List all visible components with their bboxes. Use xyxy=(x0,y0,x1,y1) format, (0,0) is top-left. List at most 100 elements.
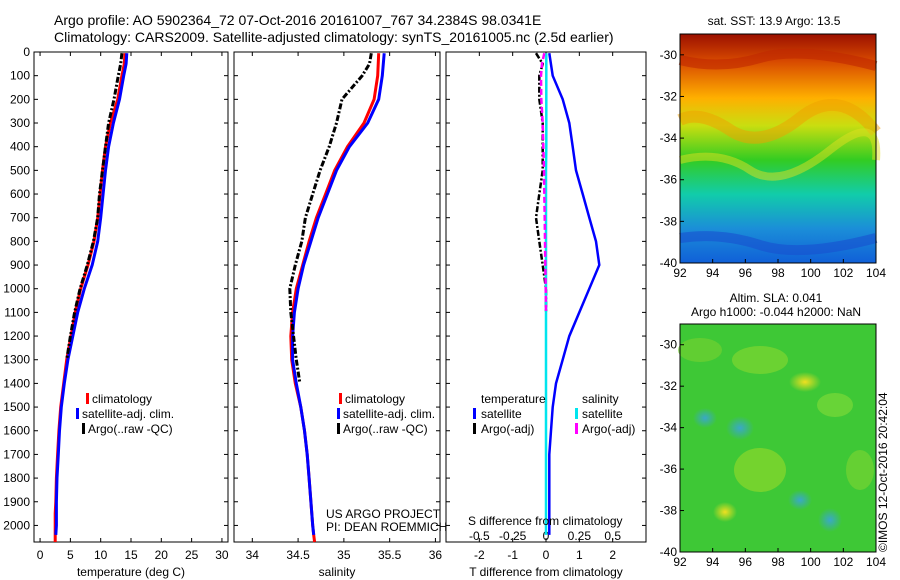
sla-feature xyxy=(713,502,737,522)
depth-tick-label: 900 xyxy=(10,258,30,272)
sla-feature xyxy=(726,416,754,440)
legend-label-argo: Argo(..raw -QC) xyxy=(343,422,428,436)
difference-s-tick-label: 0.25 xyxy=(568,529,592,543)
sla-lon-label: 104 xyxy=(866,555,886,569)
salinity-xtick-label: 35 xyxy=(337,548,351,562)
legend-label-climatology: climatology xyxy=(345,392,405,406)
sst-lat-label: -32 xyxy=(660,89,678,103)
depth-tick-label: 500 xyxy=(10,163,30,177)
legend-swatch-t-satellite xyxy=(473,408,476,419)
sla-feature xyxy=(693,408,717,428)
depth-tick-label: 800 xyxy=(10,234,30,248)
depth-tick-label: 1800 xyxy=(3,471,30,485)
salinity-xlabel: salinity xyxy=(319,565,356,579)
difference-series-temperature-argo-adj- xyxy=(534,52,548,313)
temperature-legend: climatology satellite-adj. clim. Argo(..… xyxy=(76,392,174,436)
temperature-xtick-label: 25 xyxy=(185,548,199,562)
sla-lon-label: 100 xyxy=(801,555,821,569)
sla-lon-label: 102 xyxy=(833,555,853,569)
legend-swatch-argo xyxy=(82,423,85,434)
sla-lon-label: 98 xyxy=(771,555,785,569)
sla-feature xyxy=(818,508,842,532)
difference-s-tick-label: -0.5 xyxy=(469,529,490,543)
sla-lon-label: 94 xyxy=(706,555,720,569)
depth-tick-label: 1700 xyxy=(3,447,30,461)
project-note: US ARGO PROJECT xyxy=(326,507,441,521)
depth-tick-label: 1200 xyxy=(3,329,30,343)
sst-lat-label: -30 xyxy=(660,48,678,62)
difference-s-tick-label: 0.5 xyxy=(604,529,621,543)
difference-series-salinity-argo-adj- xyxy=(539,52,548,313)
sst-lat-label: -34 xyxy=(660,131,678,145)
sla-map-title-2: Argo h1000: -0.044 h2000: NaN xyxy=(691,305,861,319)
sla-lat-label: -36 xyxy=(660,462,678,476)
legend-swatch-climatology xyxy=(339,393,342,404)
sst-lon-label: 104 xyxy=(866,266,886,280)
temperature-series-argo-raw-qc- xyxy=(65,53,124,360)
legend-swatch-climatology xyxy=(86,393,89,404)
depth-tick-label: 1500 xyxy=(3,400,30,414)
sla-feature xyxy=(817,393,853,417)
difference-xtick-label: -1 xyxy=(507,548,518,562)
salinity-panel-frame xyxy=(233,51,441,543)
s-difference-label: S difference from climatology xyxy=(468,514,623,528)
legend-title-temperature: temperature xyxy=(481,392,546,406)
temperature-series-satellite-adj-clim- xyxy=(54,53,129,535)
difference-xlabel: T difference from climatology xyxy=(469,565,623,579)
depth-tick-label: 1300 xyxy=(3,353,30,367)
temperature-xtick-label: 15 xyxy=(124,548,138,562)
sst-map-title: sat. SST: 13.9 Argo: 13.5 xyxy=(708,14,841,28)
temperature-panel-frame xyxy=(33,51,229,543)
salinity-xtick-label: 36 xyxy=(429,548,443,562)
depth-tick-label: 600 xyxy=(10,187,30,201)
sla-feature xyxy=(788,490,812,510)
salinity-legend: climatology satellite-adj. clim. Argo(..… xyxy=(326,392,447,534)
difference-xtick-label: 2 xyxy=(609,548,616,562)
sla-lon-label: 96 xyxy=(739,555,753,569)
sla-map xyxy=(678,323,877,553)
salinity-xtick-label: 34.5 xyxy=(286,548,310,562)
sla-lat-label: -34 xyxy=(660,421,678,435)
legend-swatch-t-argo xyxy=(473,423,476,434)
salinity-xtick-label: 35.5 xyxy=(378,548,402,562)
header-line-2: Climatology: CARS2009. Satellite-adjuste… xyxy=(54,29,614,45)
sla-lat-label: -40 xyxy=(660,545,678,559)
legend-label-t-satellite: satellite xyxy=(481,407,522,421)
temperature-xtick-label: 20 xyxy=(155,548,169,562)
pi-note: PI: DEAN ROEMMICH xyxy=(326,520,447,534)
temperature-xtick-label: 5 xyxy=(67,548,74,562)
sst-lat-label: -36 xyxy=(660,173,678,187)
temperature-xtick-label: 10 xyxy=(94,548,108,562)
sla-lon-label: 92 xyxy=(673,555,687,569)
sla-lat-label: -38 xyxy=(660,504,678,518)
depth-tick-label: 300 xyxy=(10,116,30,130)
sst-front-warm xyxy=(678,48,878,71)
depth-tick-label: 2000 xyxy=(3,518,30,532)
sla-feature xyxy=(678,338,722,362)
depth-tick-label: 1000 xyxy=(3,282,30,296)
difference-xtick-label: 1 xyxy=(576,548,583,562)
sst-front-yellow xyxy=(679,128,881,181)
temperature-xtick-label: 0 xyxy=(37,548,44,562)
sla-map-title-1: Altim. SLA: 0.041 xyxy=(730,291,823,305)
depth-tick-label: 700 xyxy=(10,211,30,225)
difference-xtick-label: -2 xyxy=(474,548,485,562)
legend-swatch-satellite xyxy=(337,408,340,419)
difference-xtick-label: 0 xyxy=(543,548,550,562)
sla-feature xyxy=(732,346,788,374)
salinity-series-satellite-adj-clim- xyxy=(291,53,386,536)
legend-label-t-argo: Argo(-adj) xyxy=(481,422,534,436)
sst-lon-label: 92 xyxy=(673,266,687,280)
legend-label-satellite: satellite-adj. clim. xyxy=(343,407,435,421)
sla-feature xyxy=(789,372,821,392)
sst-lon-label: 98 xyxy=(771,266,785,280)
depth-tick-label: 1900 xyxy=(3,495,30,509)
temperature-series-climatology xyxy=(53,53,127,542)
depth-tick-label: 1600 xyxy=(3,424,30,438)
depth-tick-label: 1100 xyxy=(4,305,30,319)
legend-label-climatology: climatology xyxy=(92,392,152,406)
sst-lon-label: 102 xyxy=(833,266,853,280)
temperature-xtick-label: 30 xyxy=(215,548,229,562)
sst-front-cold xyxy=(679,231,878,256)
